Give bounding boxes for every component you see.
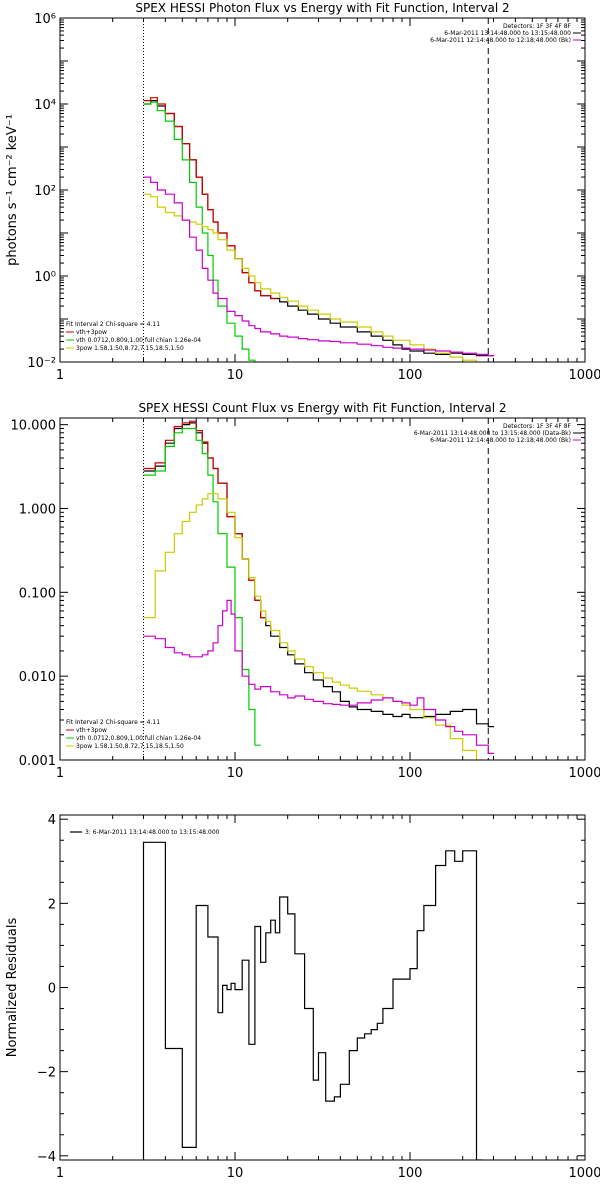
y-tick-label: 4 [48, 813, 56, 828]
x-tick-label: 100 [398, 766, 423, 781]
series-line-4 [143, 193, 478, 362]
x-tick-label: 100 [398, 368, 423, 383]
y-tick-label: 0 [48, 982, 56, 997]
x-tick-label: 10 [227, 1166, 244, 1181]
series-line-2 [143, 97, 277, 300]
plot-frame [59, 17, 586, 363]
legend-entry: Detectors: 1F 3F 4F 8F [503, 423, 572, 430]
series-line-1 [143, 100, 495, 357]
y-tick-label: 0.001 [19, 754, 56, 769]
legend-entry: vth 0.0712,0.809,1.00 full chian 1.26e-0… [76, 337, 201, 344]
y-tick-label: 10⁶ [34, 12, 56, 27]
legend-entry: 6-Mar-2011 13:14:48.000 to 13:15:48.000 … [414, 430, 571, 437]
legend-entry: vth 0.0712,0.809,1.00 full chian 1.26e-0… [76, 735, 201, 742]
legend-entry: 3pow 1.58,1.50,8.72,7.15,18.5,1.50 [76, 743, 184, 750]
y-tick-label: −4 [37, 1150, 56, 1165]
y-tick-label: 1.000 [19, 502, 56, 517]
y-tick-label: 0.010 [19, 670, 56, 685]
legend-entry: 6-Mar-2011 12:14:48.000 to 12:18:48.000 … [430, 437, 571, 444]
y-tick-label: 10⁻² [27, 356, 56, 371]
series-line-3 [143, 427, 261, 746]
y-tick-label: 10⁰ [34, 270, 56, 285]
x-tick-label: 1000 [568, 1166, 600, 1181]
y-tick-label: 10⁴ [34, 98, 56, 113]
x-tick-label: 100 [398, 1166, 423, 1181]
chart-panel-1: SPEX HESSI Photon Flux vs Energy with Fi… [5, 1, 600, 383]
y-axis-label: Normalized Residuals [5, 918, 20, 1058]
chart-panel-3: Normalized Residuals 1 10 100 1000 −4 −2 0 2 4 3: … [5, 813, 600, 1181]
x-tick-label: 1 [56, 1166, 64, 1181]
x-tick-label: 1 [56, 368, 64, 383]
y-tick-label: 0.100 [19, 586, 56, 601]
x-tick-label: 10 [227, 766, 244, 781]
plot-frame [59, 814, 586, 1161]
legend-entry: vth+3pow [76, 727, 107, 734]
series-line-4 [143, 493, 483, 760]
legend-entry: 3pow 1.58,1.50,8.72,7.15,18.5,1.50 [76, 345, 184, 352]
legend-entry: Fit Interval 2 Chi-square = 4.11 [66, 719, 160, 726]
plot-frame [59, 417, 586, 761]
x-tick-label: 1000 [568, 766, 600, 781]
series-line-5 [143, 599, 495, 754]
x-tick-label: 1000 [568, 368, 600, 383]
x-tick-label: 10 [227, 368, 244, 383]
y-tick-label: −2 [37, 1066, 56, 1081]
y-axis-label: photons s⁻¹ cm⁻² keV⁻¹ [5, 114, 20, 266]
chart-title: SPEX HESSI Count Flux vs Energy with Fit… [138, 401, 506, 415]
legend-entry: 3: 6-Mar-2011 13:14:48.000 to 13:15:48.0… [85, 829, 220, 836]
legend-entry: Fit Interval 2 Chi-square = 4.11 [66, 321, 160, 328]
series-line-1 [142, 841, 483, 1160]
y-tick-label: 10.000 [11, 419, 57, 434]
series-line-2 [143, 420, 267, 619]
y-tick-label: 2 [48, 897, 56, 912]
chart-title: SPEX HESSI Photon Flux vs Energy with Fi… [135, 1, 509, 15]
legend-entry: vth+3pow [76, 329, 107, 336]
legend-entry: 6-Mar-2011 13:14:48.000 to 13:15:48.000 [444, 30, 571, 37]
chart-panel-2: SPEX HESSI Count Flux vs Energy with Fit… [11, 401, 600, 781]
legend-entry: Detectors: 1F 3F 4F 8F [503, 23, 572, 30]
series-line-5 [143, 176, 495, 357]
y-tick-label: 10² [34, 184, 56, 199]
series-line-3 [143, 101, 256, 362]
legend-entry: 6-Mar-2011 12:14:48.000 to 12:18:48.000 … [430, 37, 571, 44]
x-tick-label: 1 [56, 766, 64, 781]
series-line-1 [143, 422, 495, 728]
